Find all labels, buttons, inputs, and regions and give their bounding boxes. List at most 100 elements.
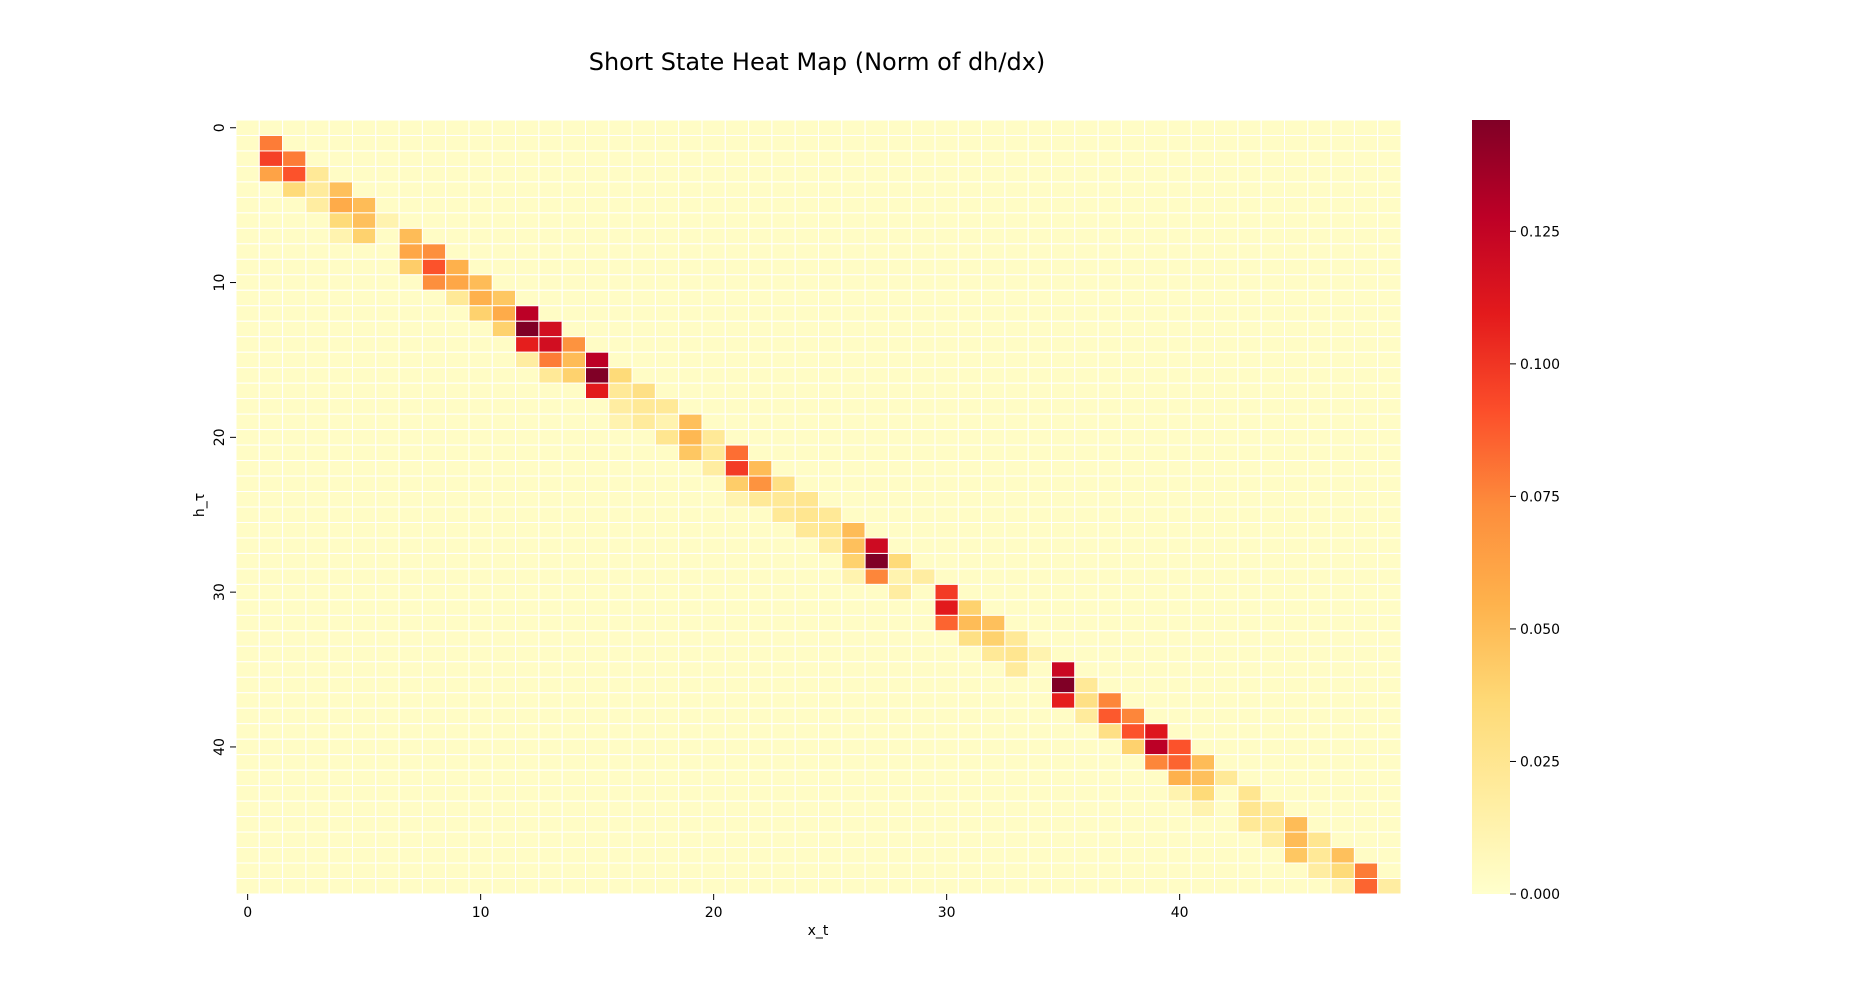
heatmap-cell [771, 289, 796, 307]
heatmap-cell [911, 676, 936, 694]
heatmap-cell [818, 119, 843, 136]
heatmap-cell [864, 862, 889, 880]
heatmap-cell [491, 506, 517, 523]
heatmap-cell [981, 537, 1006, 554]
heatmap-cell [1260, 816, 1285, 833]
heatmap-cell [1144, 506, 1169, 523]
heatmap-cell [911, 847, 936, 864]
heatmap-cell [1120, 630, 1146, 647]
heatmap-cell [864, 289, 889, 307]
heatmap-cell [608, 862, 633, 880]
heatmap-cell [1190, 119, 1216, 136]
heatmap-cell [818, 676, 843, 694]
heatmap-cell [678, 320, 703, 338]
heatmap-cell [398, 196, 423, 214]
heatmap-cell [1307, 614, 1332, 632]
heatmap-cell [678, 119, 703, 136]
heatmap-cell [1284, 862, 1309, 880]
heatmap-cell [1120, 552, 1146, 570]
heatmap-cell [981, 506, 1006, 523]
heatmap-cell [701, 769, 726, 787]
heatmap-cell [258, 320, 284, 338]
heatmap-cell [515, 398, 540, 415]
heatmap-cell [1074, 274, 1099, 291]
heatmap-cell [1097, 212, 1122, 229]
heatmap-cell [1097, 831, 1122, 849]
heatmap-cell [631, 181, 656, 198]
heatmap-cell [911, 552, 936, 570]
heatmap-cell [282, 537, 307, 554]
heatmap-cell [1260, 227, 1285, 245]
heatmap-cell [1260, 521, 1285, 539]
heatmap-cell [468, 119, 493, 136]
heatmap-cell [981, 119, 1006, 136]
heatmap-cell [585, 521, 610, 539]
heatmap-cell [1214, 134, 1239, 152]
heatmap-cell [328, 847, 354, 864]
heatmap-cell [282, 583, 307, 601]
heatmap-cell [1190, 599, 1216, 616]
heatmap-cell [701, 212, 726, 229]
heatmap-cell [352, 382, 377, 400]
heatmap-cell [1051, 754, 1076, 771]
heatmap-cell [1120, 506, 1146, 523]
heatmap-cell [748, 305, 773, 322]
heatmap-cell [1190, 676, 1216, 694]
heatmap-cell [585, 305, 610, 322]
heatmap-cell [957, 599, 983, 616]
heatmap-cell [794, 676, 820, 694]
heatmap-cell [561, 878, 587, 895]
heatmap-cell [841, 274, 866, 291]
heatmap-cell [468, 847, 493, 864]
heatmap-cell [818, 429, 843, 446]
heatmap-cell [631, 552, 656, 570]
heatmap-cell [957, 165, 983, 183]
heatmap-cell [398, 212, 423, 229]
heatmap-cell [1260, 181, 1285, 198]
heatmap-cell [887, 367, 913, 384]
heatmap-cell [282, 614, 307, 632]
heatmap-cell [957, 274, 983, 291]
heatmap-cell [375, 661, 400, 678]
heatmap-cell [258, 552, 284, 570]
heatmap-cell [1144, 429, 1169, 446]
heatmap-cell [1144, 134, 1169, 152]
heatmap-cell [1377, 831, 1402, 849]
heatmap-cell [421, 227, 447, 245]
heatmap-cell [538, 599, 563, 616]
heatmap-cell [561, 847, 587, 864]
heatmap-cell [1190, 274, 1216, 291]
heatmap-cell [1097, 614, 1122, 632]
heatmap-cell [911, 413, 936, 431]
heatmap-cell [911, 723, 936, 740]
heatmap-cell [654, 150, 680, 167]
heatmap-cell [538, 413, 563, 431]
heatmap-cell [771, 645, 796, 663]
heatmap-cell [491, 429, 517, 446]
heatmap-cell [1027, 134, 1052, 152]
heatmap-cell [934, 429, 959, 446]
heatmap-cell [1214, 119, 1239, 136]
heatmap-cell [1260, 258, 1285, 276]
heatmap-cell [841, 645, 866, 663]
heatmap-cell [1190, 785, 1216, 802]
heatmap-cell [771, 676, 796, 694]
heatmap-cell [1284, 258, 1309, 276]
heatmap-cell [375, 351, 400, 369]
heatmap-cell [1237, 692, 1262, 709]
heatmap-cell [1330, 552, 1355, 570]
heatmap-cell [491, 537, 517, 554]
heatmap-cell [1004, 692, 1029, 709]
heatmap-cell [491, 227, 517, 245]
heatmap-cell [352, 336, 377, 353]
heatmap-cell [771, 800, 796, 818]
heatmap-cell [515, 676, 540, 694]
heatmap-cell [1120, 413, 1146, 431]
heatmap-cell [608, 460, 633, 477]
heatmap-cell [305, 847, 330, 864]
heatmap-cell [608, 630, 633, 647]
heatmap-cell [1377, 475, 1402, 493]
heatmap-cell [538, 537, 563, 554]
heatmap-cell [538, 661, 563, 678]
heatmap-cell [678, 692, 703, 709]
